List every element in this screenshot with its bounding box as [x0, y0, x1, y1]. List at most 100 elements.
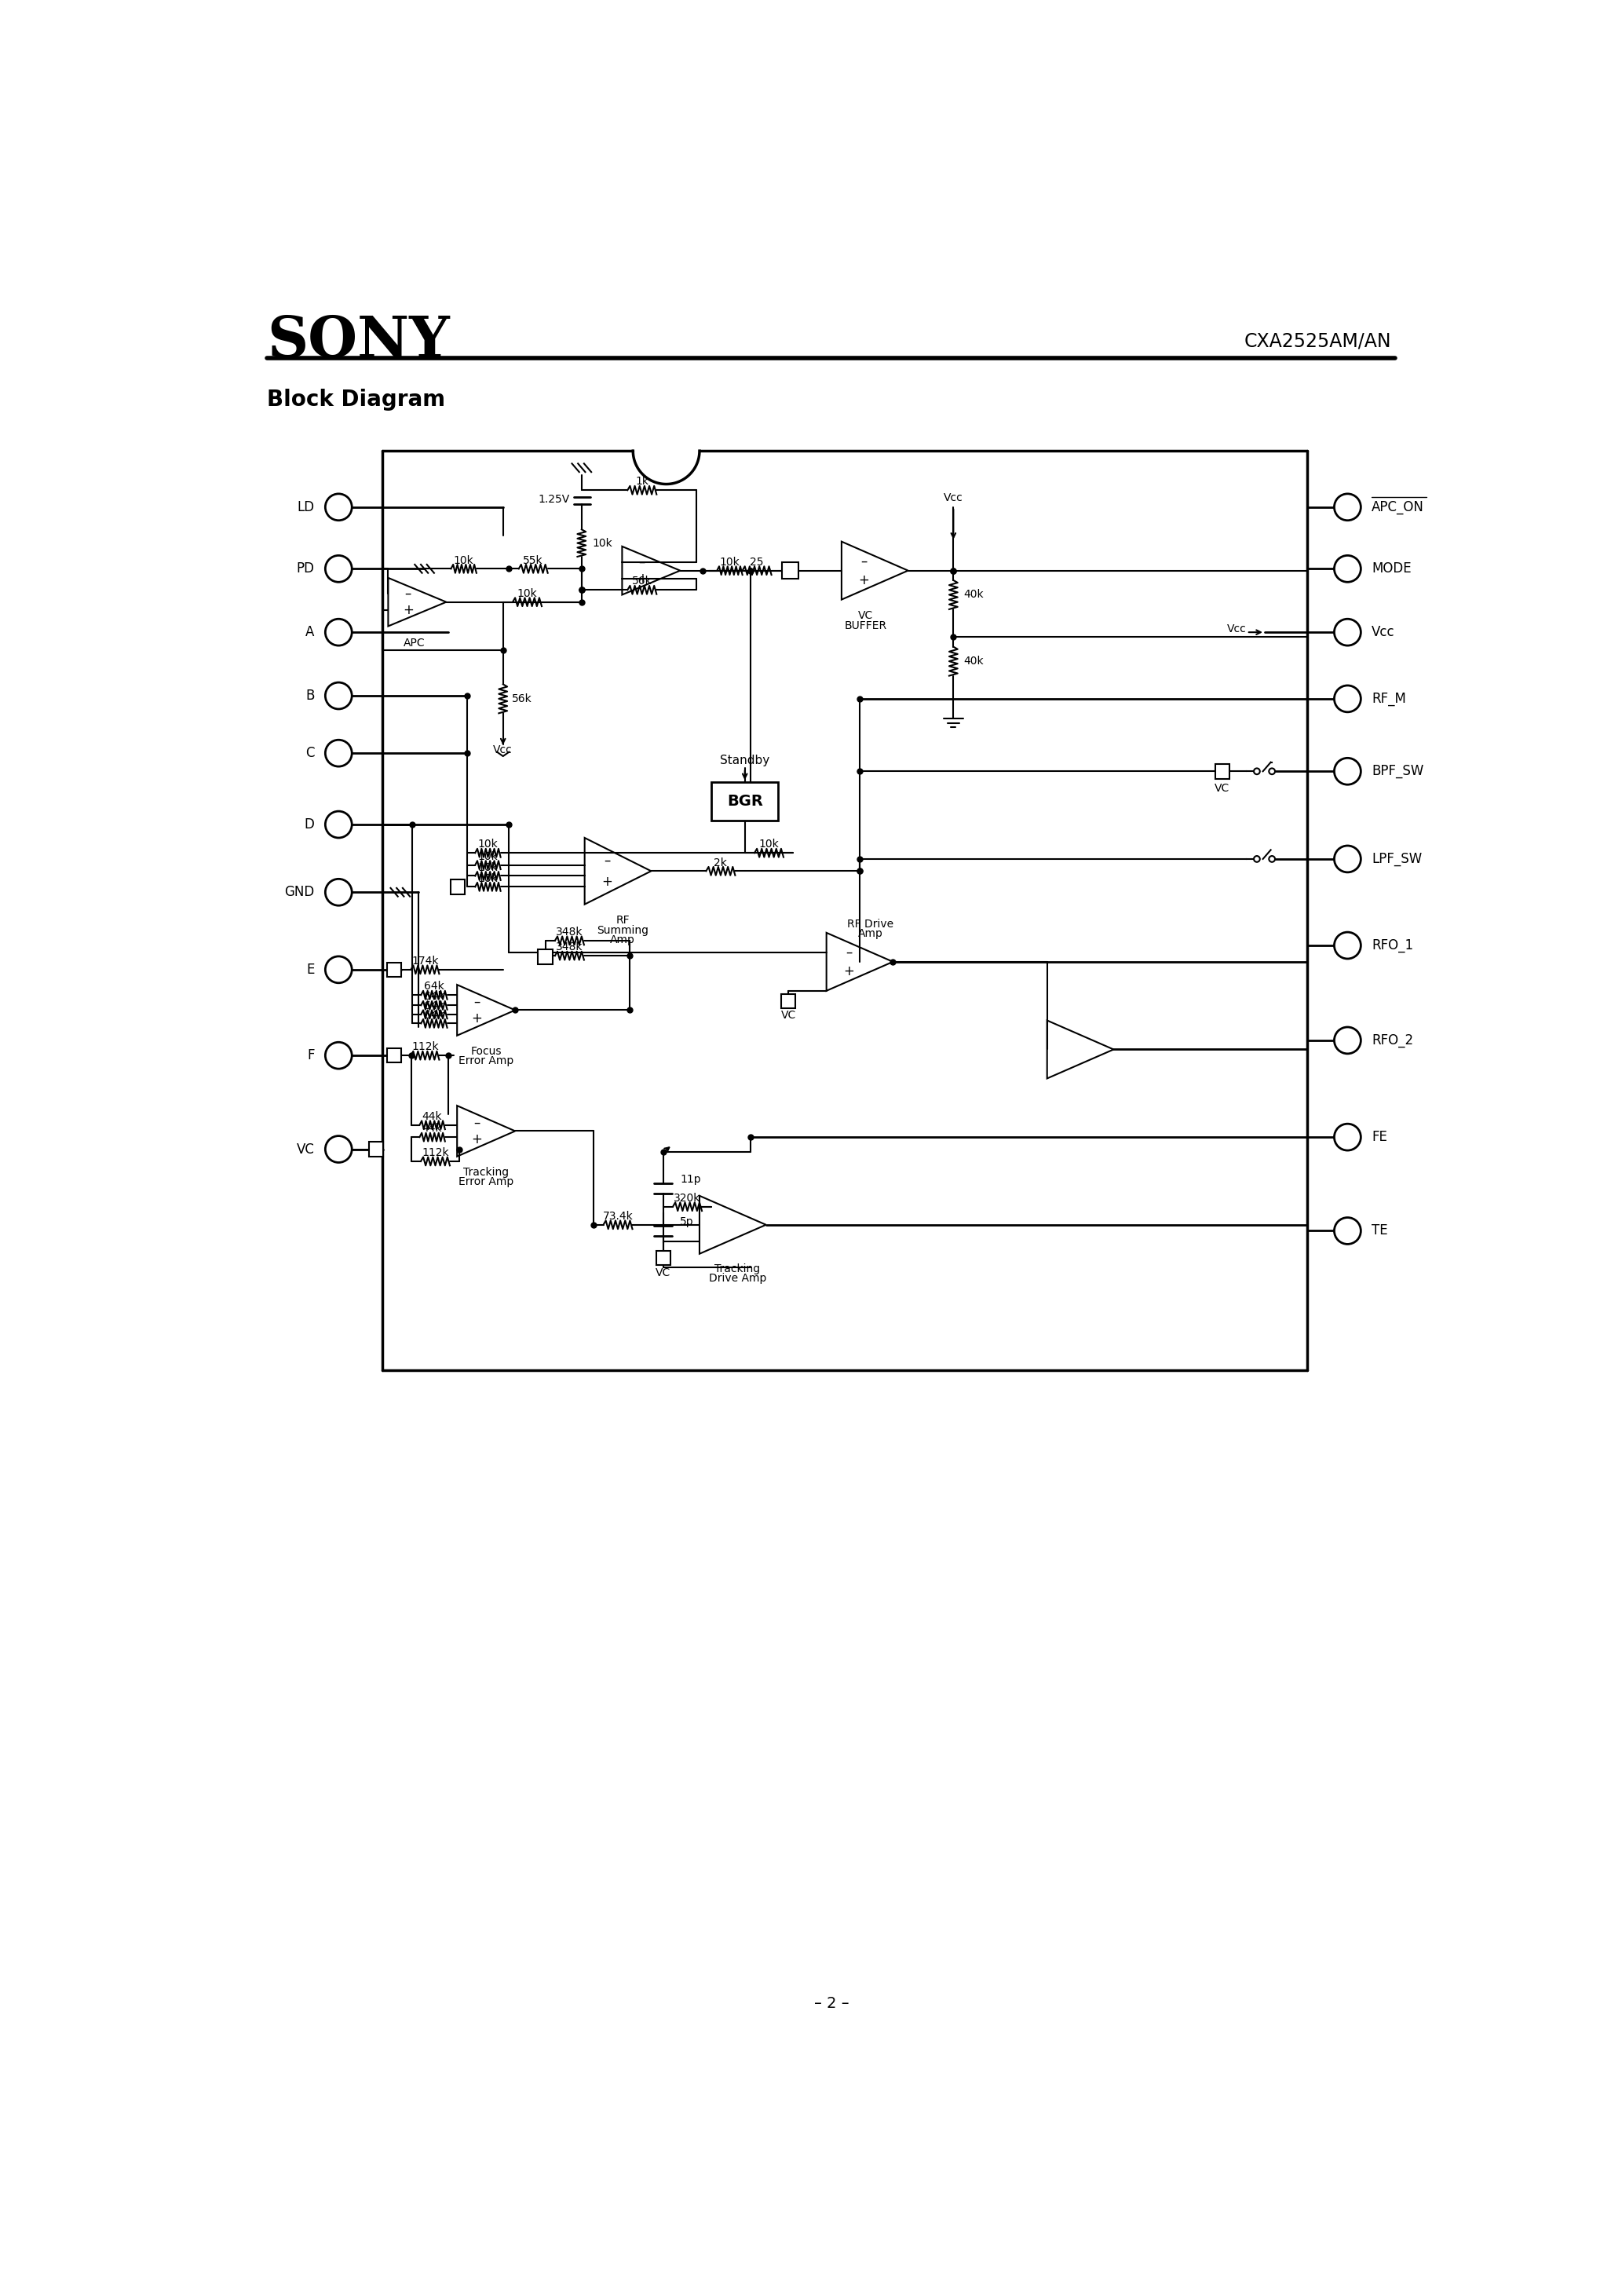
Text: 10k: 10k	[478, 852, 498, 861]
Text: Vcc: Vcc	[1372, 625, 1395, 638]
Text: 14: 14	[1340, 939, 1354, 951]
Text: 10k: 10k	[592, 537, 613, 549]
Text: LD: LD	[297, 501, 315, 514]
Text: 18: 18	[1340, 627, 1354, 638]
Circle shape	[326, 556, 352, 583]
Text: RF: RF	[616, 916, 629, 925]
Text: 112k: 112k	[412, 1042, 438, 1052]
Bar	[655, 1251, 670, 1265]
Bar	[782, 563, 798, 579]
Text: 348k: 348k	[556, 928, 582, 937]
Circle shape	[326, 957, 352, 983]
Circle shape	[326, 879, 352, 905]
Text: 17: 17	[1340, 693, 1354, 705]
Circle shape	[1254, 856, 1260, 861]
Text: 64k: 64k	[423, 980, 444, 992]
Text: Drive Amp: Drive Amp	[709, 1272, 766, 1283]
Circle shape	[1335, 687, 1361, 712]
Bar	[539, 951, 553, 964]
Text: RF_M: RF_M	[1372, 691, 1406, 705]
Text: 2: 2	[334, 563, 342, 574]
Text: 11: 11	[1340, 1226, 1354, 1238]
Bar	[712, 783, 779, 822]
Text: VC: VC	[1215, 783, 1229, 794]
Text: VC: VC	[655, 1267, 672, 1279]
Text: 73.4k: 73.4k	[603, 1210, 633, 1221]
Text: –: –	[474, 994, 480, 1008]
Text: BUFFER: BUFFER	[845, 620, 887, 631]
Circle shape	[1335, 1123, 1361, 1150]
Text: APC_ON: APC_ON	[1372, 501, 1424, 514]
Text: 11p: 11p	[680, 1173, 701, 1185]
Bar	[1215, 765, 1229, 778]
Text: Focus: Focus	[470, 1045, 501, 1056]
Circle shape	[1335, 1217, 1361, 1244]
Text: 56k: 56k	[633, 576, 652, 588]
Text: SONY: SONY	[268, 312, 449, 370]
Text: 64k: 64k	[423, 1010, 444, 1019]
Text: 19: 19	[1340, 563, 1354, 574]
Text: 44k: 44k	[422, 1123, 443, 1134]
Text: –: –	[639, 556, 646, 569]
Bar	[782, 994, 796, 1008]
Text: VC: VC	[331, 1143, 345, 1155]
Text: CXA2525AM/AN: CXA2525AM/AN	[1244, 331, 1392, 351]
Text: Amp: Amp	[858, 928, 882, 939]
Text: F: F	[307, 1049, 315, 1063]
Text: 12: 12	[1340, 1132, 1354, 1143]
Circle shape	[1335, 556, 1361, 583]
Text: E: E	[307, 962, 315, 976]
Text: LPF_SW: LPF_SW	[1372, 852, 1422, 866]
Text: 10k: 10k	[478, 838, 498, 850]
Text: VC: VC	[297, 1141, 315, 1157]
Circle shape	[326, 682, 352, 709]
Text: 25: 25	[749, 556, 764, 567]
Text: D: D	[305, 817, 315, 831]
Circle shape	[326, 739, 352, 767]
Text: 10k: 10k	[478, 872, 498, 884]
Text: 112k: 112k	[422, 1148, 449, 1157]
Text: +: +	[636, 572, 647, 585]
Text: Standby: Standby	[720, 755, 770, 767]
Text: 10k: 10k	[759, 838, 779, 850]
Text: –: –	[861, 553, 868, 567]
Text: 55k: 55k	[524, 556, 543, 565]
Text: +: +	[472, 1013, 482, 1026]
Text: Tracking: Tracking	[715, 1263, 761, 1274]
Text: 8: 8	[334, 964, 342, 976]
Circle shape	[1335, 620, 1361, 645]
Circle shape	[326, 1042, 352, 1068]
Text: 7: 7	[334, 886, 342, 898]
Text: 40k: 40k	[963, 590, 985, 599]
Text: TE: TE	[1372, 1224, 1388, 1238]
Text: –: –	[406, 585, 412, 602]
Text: +: +	[602, 875, 613, 889]
Text: 20: 20	[1340, 501, 1354, 512]
Text: Vcc: Vcc	[493, 744, 513, 755]
Text: C: C	[305, 746, 315, 760]
Circle shape	[1335, 758, 1361, 785]
Text: Block Diagram: Block Diagram	[268, 388, 446, 411]
Circle shape	[326, 620, 352, 645]
Text: FE: FE	[1372, 1130, 1387, 1143]
Text: 15: 15	[1340, 854, 1354, 866]
Text: 1.25V: 1.25V	[539, 494, 569, 505]
Text: 9: 9	[334, 1049, 342, 1061]
Text: MODE: MODE	[1372, 563, 1411, 576]
Text: RF Drive: RF Drive	[847, 918, 894, 930]
Text: +: +	[843, 964, 855, 978]
Text: 10k: 10k	[720, 556, 740, 567]
Circle shape	[1335, 494, 1361, 521]
Text: 16: 16	[1340, 765, 1354, 778]
Text: Vcc: Vcc	[1228, 625, 1247, 634]
Text: PD: PD	[297, 563, 315, 576]
Text: 10: 10	[331, 1143, 345, 1155]
Text: GND: GND	[284, 886, 315, 900]
Text: 1: 1	[334, 501, 342, 512]
Text: RFO_1: RFO_1	[1372, 939, 1413, 953]
Text: 6: 6	[334, 820, 342, 831]
Text: 320k: 320k	[673, 1192, 701, 1203]
Text: Tracking: Tracking	[464, 1166, 509, 1178]
Circle shape	[1268, 856, 1275, 861]
Text: – 2 –: – 2 –	[814, 1995, 848, 2011]
